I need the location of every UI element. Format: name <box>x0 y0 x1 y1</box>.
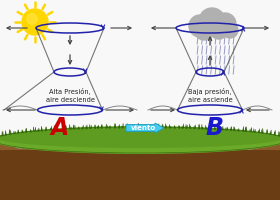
Ellipse shape <box>245 144 255 150</box>
Ellipse shape <box>105 144 115 150</box>
FancyBboxPatch shape <box>0 135 280 150</box>
Circle shape <box>210 21 228 39</box>
Text: Alta Presión,
aire desciende: Alta Presión, aire desciende <box>45 88 94 102</box>
Circle shape <box>27 14 37 24</box>
Circle shape <box>22 9 48 35</box>
Ellipse shape <box>15 144 25 148</box>
Text: Baja presión,
aire asciende: Baja presión, aire asciende <box>188 88 232 102</box>
Circle shape <box>195 22 213 40</box>
FancyArrow shape <box>126 123 164 133</box>
Ellipse shape <box>140 144 150 148</box>
Ellipse shape <box>0 126 280 154</box>
Ellipse shape <box>0 128 280 148</box>
Ellipse shape <box>75 142 85 148</box>
Circle shape <box>199 8 225 34</box>
Circle shape <box>222 22 238 38</box>
Ellipse shape <box>210 142 220 148</box>
Ellipse shape <box>260 142 270 146</box>
Text: B: B <box>206 116 224 140</box>
Polygon shape <box>0 150 280 200</box>
Circle shape <box>214 13 236 35</box>
Text: A: A <box>51 116 69 140</box>
Circle shape <box>189 15 211 37</box>
Ellipse shape <box>170 146 180 150</box>
Ellipse shape <box>45 146 55 150</box>
Text: viento: viento <box>130 125 156 131</box>
